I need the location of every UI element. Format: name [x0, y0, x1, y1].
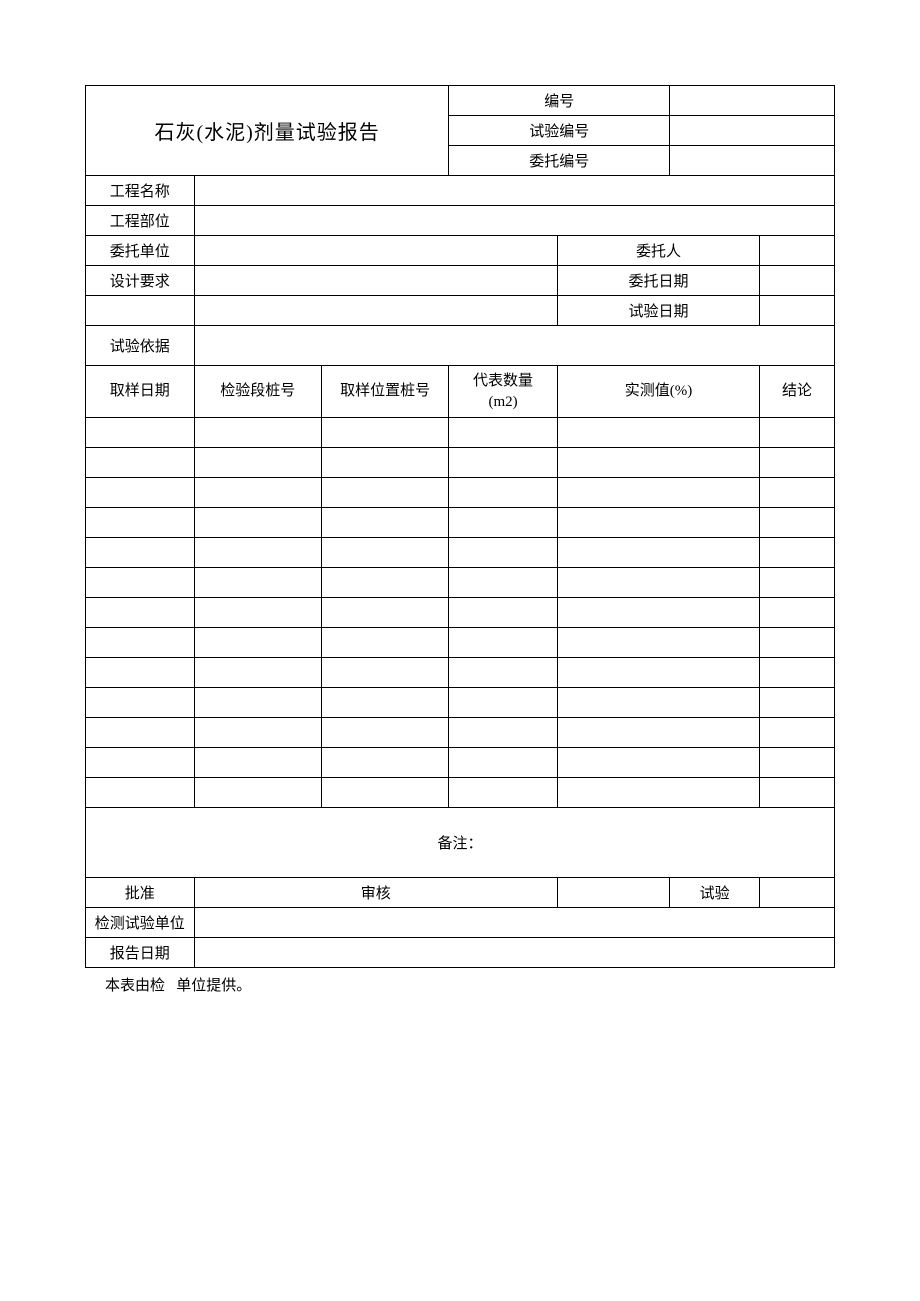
remarks-cell: 备注： [86, 808, 835, 878]
table-row [86, 568, 835, 598]
label-inspect-unit: 检测试验单位 [86, 908, 195, 938]
label-entrust-number: 委托编号 [449, 146, 670, 176]
label-approve: 批准 [86, 878, 195, 908]
footnote-part-a: 本表由检 [105, 978, 165, 994]
label-entrust-unit: 委托单位 [86, 236, 195, 266]
col-sample-pile: 取样位置桩号 [321, 366, 448, 418]
value-inspect-unit [194, 908, 834, 938]
label-review: 审核 [194, 878, 557, 908]
value-entrust-person [760, 236, 835, 266]
col-rep-qty: 代表数量 (m2) [449, 366, 558, 418]
label-test-basis: 试验依据 [86, 326, 195, 366]
table-row [86, 688, 835, 718]
value-entrust-date [760, 266, 835, 296]
table-row [86, 748, 835, 778]
value-project-part [194, 206, 834, 236]
value-project-name [194, 176, 834, 206]
label-test: 试验 [670, 878, 760, 908]
label-design-req: 设计要求 [86, 266, 195, 296]
table-row [86, 448, 835, 478]
label-number: 编号 [449, 86, 670, 116]
col-sample-date: 取样日期 [86, 366, 195, 418]
value-design-req [194, 266, 557, 296]
value-test [760, 878, 835, 908]
table-row [86, 718, 835, 748]
table-row [86, 598, 835, 628]
value-test-date [760, 296, 835, 326]
col-conclusion: 结论 [760, 366, 835, 418]
report-table: 石灰(水泥)剂量试验报告 编号 试验编号 委托编号 工程名称 工程部位 委托单位… [85, 85, 835, 968]
table-row [86, 508, 835, 538]
table-row [86, 778, 835, 808]
value-entrust-number [670, 146, 835, 176]
col-measured: 实测值(%) [557, 366, 759, 418]
footnote-part-b: 单位提供。 [176, 978, 251, 994]
label-entrust-person: 委托人 [557, 236, 759, 266]
value-entrust-unit [194, 236, 557, 266]
footnote: 本表由检 单位提供。 [85, 968, 835, 995]
value-test-basis [194, 326, 834, 366]
col-section-pile: 检验段桩号 [194, 366, 321, 418]
value-review [557, 878, 669, 908]
table-row [86, 478, 835, 508]
value-report-date [194, 938, 834, 968]
label-test-date: 试验日期 [557, 296, 759, 326]
table-row [86, 628, 835, 658]
blank-cell-a [86, 296, 195, 326]
label-entrust-date: 委托日期 [557, 266, 759, 296]
blank-cell-b [194, 296, 557, 326]
label-project-part: 工程部位 [86, 206, 195, 236]
report-title: 石灰(水泥)剂量试验报告 [86, 86, 449, 176]
value-test-number [670, 116, 835, 146]
label-project-name: 工程名称 [86, 176, 195, 206]
label-report-date: 报告日期 [86, 938, 195, 968]
label-test-number: 试验编号 [449, 116, 670, 146]
table-row [86, 418, 835, 448]
table-row [86, 658, 835, 688]
table-row [86, 538, 835, 568]
value-number [670, 86, 835, 116]
